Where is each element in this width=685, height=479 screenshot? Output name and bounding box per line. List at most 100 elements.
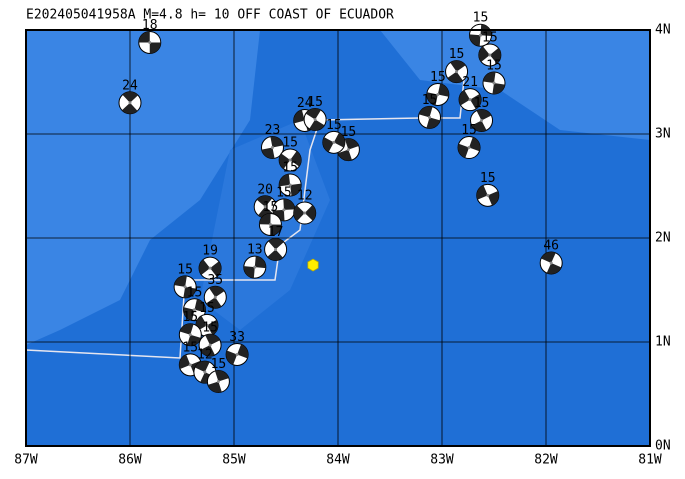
beachball: 15 <box>178 310 202 347</box>
beachball-center <box>480 118 484 122</box>
depth-label: 15 <box>341 125 357 140</box>
compression-quadrant <box>459 90 471 106</box>
compression-quadrant <box>122 91 139 103</box>
beachball: 15 <box>426 70 450 106</box>
compression-quadrant <box>487 191 499 206</box>
beachball: 15 <box>457 123 481 160</box>
compression-quadrant <box>268 238 284 250</box>
compression-quadrant <box>541 251 556 263</box>
compression-quadrant <box>492 83 505 95</box>
depth-label: 15 <box>473 11 489 26</box>
compression-quadrant <box>199 259 211 275</box>
beachball: 18 <box>138 18 162 54</box>
beachball-center <box>183 285 187 289</box>
depth-label: 15 <box>182 310 198 325</box>
beachball-center <box>346 148 350 152</box>
beachball-center <box>282 208 286 212</box>
beachball: 15 <box>482 59 506 95</box>
compression-quadrant <box>179 323 194 335</box>
compression-quadrant <box>279 174 291 187</box>
beachball: 15 <box>476 171 500 207</box>
beachball-center <box>455 70 459 74</box>
depth-label: 24 <box>297 96 313 111</box>
beachball: 15 <box>322 118 346 154</box>
y-tick-label: 1N <box>655 335 671 350</box>
compression-quadrant <box>458 143 470 158</box>
beachball: 15 <box>198 321 222 357</box>
depth-label: 15 <box>461 123 477 138</box>
compression-quadrant <box>194 361 210 373</box>
x-tick-label: 86W <box>118 453 142 468</box>
compression-quadrant <box>469 137 481 152</box>
compression-quadrant <box>194 299 206 313</box>
beachball-center <box>263 205 267 209</box>
beachball: 15 <box>336 125 360 162</box>
compression-quadrant <box>450 60 466 72</box>
compression-quadrant <box>470 94 482 110</box>
depth-label: 15 <box>482 30 498 45</box>
beachball-center <box>213 295 217 299</box>
compression-quadrant <box>272 209 285 221</box>
compression-quadrant <box>183 307 195 321</box>
compression-quadrant <box>476 109 492 121</box>
beachball: 17 <box>264 225 288 261</box>
compression-quadrant <box>344 138 359 150</box>
compression-quadrant <box>179 354 191 370</box>
compression-quadrant <box>259 213 271 225</box>
epicenter <box>307 258 319 272</box>
beachball: 15 <box>445 47 469 84</box>
depth-label: 15 <box>177 262 193 277</box>
y-tick-label: 2N <box>655 231 671 246</box>
y-tick-label: 4N <box>655 23 671 38</box>
beachball: 33 <box>225 330 249 366</box>
depth-label: 13 <box>247 243 263 258</box>
beachball-center <box>270 146 274 150</box>
beachball-center <box>188 363 192 367</box>
beachball: 15 <box>470 96 494 132</box>
compression-quadrant <box>138 31 150 43</box>
beachball: 24 <box>118 78 142 115</box>
depth-label: 12 <box>297 189 313 204</box>
compression-quadrant <box>290 183 302 196</box>
compression-quadrant <box>304 205 316 221</box>
compression-quadrant <box>337 149 352 161</box>
compression-quadrant <box>183 286 196 298</box>
compression-quadrant <box>333 132 345 148</box>
beachball-center <box>549 261 553 265</box>
depth-label: 15 <box>474 96 490 111</box>
depth-label: 15 <box>422 93 438 108</box>
x-tick-label: 84W <box>326 453 350 468</box>
compression-quadrant <box>174 275 187 287</box>
compression-quadrant <box>283 198 295 210</box>
beachball-center <box>148 40 152 44</box>
beachball: 15 <box>195 301 219 337</box>
compression-quadrant <box>254 256 266 269</box>
beachball: 15 <box>478 30 502 67</box>
beachball: 13 <box>243 243 267 279</box>
depth-label: 15 <box>211 357 227 372</box>
compression-quadrant <box>305 108 321 120</box>
compression-quadrant <box>270 224 282 236</box>
depth-label: 15 <box>326 118 342 133</box>
beachball: 15 <box>272 185 296 222</box>
compression-quadrant <box>309 119 325 131</box>
depth-label: 21 <box>462 75 478 90</box>
compression-quadrant <box>426 92 438 106</box>
beachball-center <box>235 352 239 356</box>
shelf <box>26 30 260 345</box>
depth-label: 15 <box>282 136 298 151</box>
beachball-center <box>468 98 472 102</box>
depth-label: 19 <box>202 244 218 259</box>
x-tick-label: 81W <box>638 453 662 468</box>
depth-label: 23 <box>265 123 281 138</box>
x-tick-label: 87W <box>14 453 38 468</box>
x-tick-label: 82W <box>534 453 558 468</box>
compression-quadrant <box>243 266 255 279</box>
compression-quadrant <box>121 102 138 114</box>
depth-label: 15 <box>187 285 203 300</box>
beachball: 46 <box>539 238 563 275</box>
depth-label: 33 <box>229 330 245 345</box>
compression-quadrant <box>546 262 562 274</box>
beachball-center <box>216 380 220 384</box>
